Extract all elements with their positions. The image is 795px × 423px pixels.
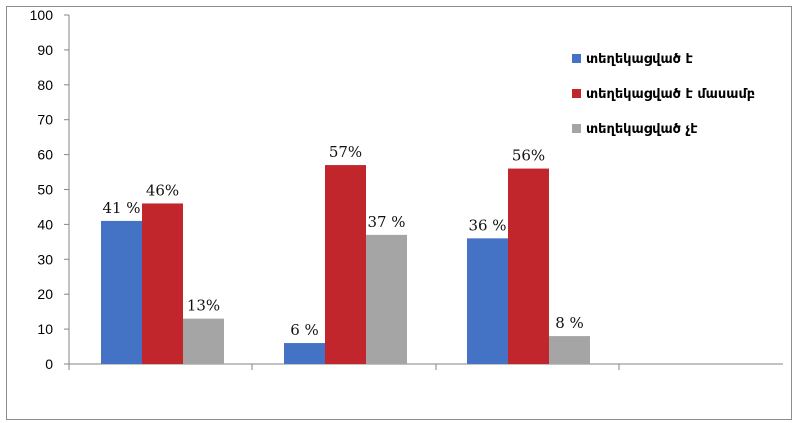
y-tick-label: 70 xyxy=(37,112,53,128)
bar xyxy=(549,336,590,364)
bar xyxy=(325,165,366,364)
data-label: 56% xyxy=(512,147,545,165)
y-tick-label: 100 xyxy=(30,7,54,23)
data-label: 37 % xyxy=(367,213,405,231)
bar xyxy=(467,238,508,364)
y-tick-label: 60 xyxy=(37,147,53,163)
data-label: 36 % xyxy=(468,216,506,234)
data-label: 6 % xyxy=(290,321,319,339)
y-tick-label: 30 xyxy=(37,251,53,267)
data-label: 57% xyxy=(329,143,362,161)
y-tick-label: 20 xyxy=(37,286,53,302)
bar xyxy=(183,318,224,364)
bar xyxy=(142,203,183,364)
legend-label: տեղեկացված չէ xyxy=(586,122,698,137)
legend: տեղեկացված է տեղեկացված է մասամբ տեղեկացվա… xyxy=(572,52,755,137)
data-label: 46% xyxy=(146,181,179,199)
y-tick-label: 90 xyxy=(37,42,53,58)
bar xyxy=(508,168,549,364)
legend-label: տեղեկացված է մասամբ xyxy=(586,87,755,102)
legend-label: տեղեկացված է xyxy=(586,52,693,67)
bar xyxy=(284,343,325,364)
data-label: 41 % xyxy=(102,199,140,217)
bars xyxy=(101,165,590,364)
data-label: 8 % xyxy=(555,314,584,332)
legend-swatch xyxy=(572,124,581,133)
y-tick-label: 50 xyxy=(37,182,53,198)
y-tick-label: 40 xyxy=(37,216,53,232)
bar xyxy=(366,234,407,364)
legend-swatch xyxy=(572,89,581,98)
y-tick-label: 80 xyxy=(37,77,53,93)
bar xyxy=(101,220,142,364)
y-tick-label: 10 xyxy=(37,321,53,337)
data-labels: 41 % 6 % 36 % 46% 57% 56% 13% 37 % 8 % xyxy=(102,143,583,339)
y-tick-label: 0 xyxy=(45,356,53,372)
data-label: 13% xyxy=(187,297,220,315)
y-axis-ticks: 0 10 20 30 40 50 60 70 80 90 100 xyxy=(30,7,69,372)
legend-swatch xyxy=(572,54,581,63)
